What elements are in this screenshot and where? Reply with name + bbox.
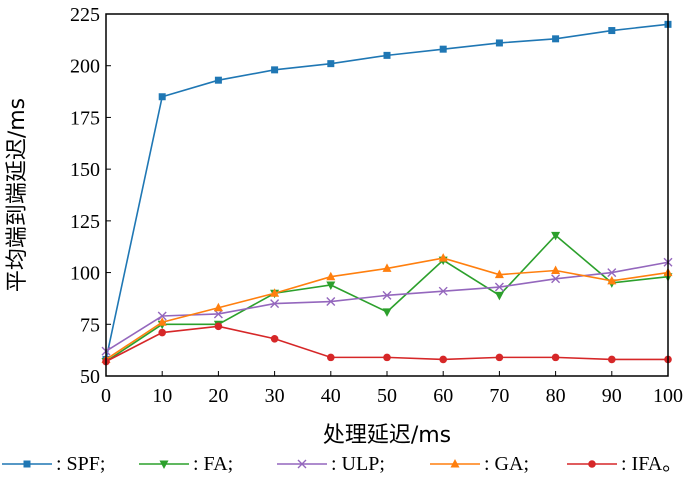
data-point-ga bbox=[270, 288, 280, 297]
x-tick-label: 100 bbox=[653, 385, 683, 407]
data-point-ifa bbox=[383, 353, 391, 362]
data-point-fa bbox=[382, 308, 392, 317]
data-point-spf bbox=[214, 76, 222, 84]
data-point-fa bbox=[494, 291, 504, 301]
data-point-ifa bbox=[158, 328, 166, 337]
data-point-ulp bbox=[157, 311, 167, 321]
series-layer bbox=[101, 20, 673, 367]
legend-item-spf: : SPF; bbox=[2, 453, 105, 475]
x-tick-label: 70 bbox=[489, 385, 509, 407]
series-ulp bbox=[101, 257, 673, 356]
data-point-ga bbox=[494, 269, 504, 279]
plot-frame bbox=[105, 13, 669, 377]
data-point-ifa bbox=[495, 353, 504, 362]
y-axis-title: 平均端到端延迟/ms bbox=[5, 98, 30, 292]
data-point-ulp bbox=[270, 299, 280, 309]
x-tick-label: 60 bbox=[433, 385, 453, 407]
data-point-spf bbox=[271, 66, 279, 74]
series-fa bbox=[101, 231, 673, 367]
data-point-ifa bbox=[214, 322, 223, 331]
data-point-ifa bbox=[439, 355, 448, 364]
legend-item-ulp: : ULP; bbox=[277, 453, 385, 475]
legend-item-ifa: : IFA。 bbox=[567, 453, 682, 475]
data-point-ga bbox=[326, 271, 336, 281]
data-point-ga bbox=[551, 265, 561, 275]
legend-item-ga: : GA; bbox=[430, 453, 529, 475]
y-tick-label: 150 bbox=[70, 159, 100, 181]
data-point-ulp bbox=[326, 297, 336, 307]
x-tick-label: 20 bbox=[208, 385, 228, 407]
legend-label: : FA; bbox=[193, 453, 233, 475]
data-point-spf bbox=[495, 39, 503, 47]
data-point-spf bbox=[439, 45, 447, 53]
data-point-fa bbox=[326, 281, 336, 290]
data-point-spf bbox=[327, 60, 335, 68]
x-tick-label: 90 bbox=[602, 385, 622, 407]
data-point-ifa bbox=[608, 355, 616, 364]
y-tick-label: 100 bbox=[70, 263, 100, 285]
legend-label: : ULP; bbox=[331, 453, 385, 475]
data-point-ga bbox=[607, 275, 617, 285]
x-tick-label: 80 bbox=[546, 385, 566, 407]
legend-swatch-marker bbox=[159, 460, 169, 469]
data-point-spf bbox=[383, 51, 391, 59]
data-point-ifa bbox=[551, 353, 560, 362]
data-point-ga bbox=[438, 253, 448, 262]
series-ga bbox=[101, 253, 673, 363]
legend-swatch-marker bbox=[23, 460, 31, 468]
x-tick-label: 0 bbox=[101, 385, 111, 407]
y-tick-label: 225 bbox=[70, 4, 100, 26]
y-tick-label: 200 bbox=[70, 56, 100, 78]
data-point-ga bbox=[382, 263, 392, 272]
data-point-ulp bbox=[382, 290, 392, 300]
data-point-ga bbox=[213, 302, 223, 312]
data-point-ulp bbox=[607, 268, 617, 278]
data-point-fa bbox=[551, 231, 561, 241]
legend-label: : IFA。 bbox=[621, 453, 682, 475]
axis-ticks: 0 10 20 30 40 50 60 70 80 90 100 50 75 100 125 150 175 20… bbox=[70, 4, 683, 407]
legend-swatch-marker bbox=[588, 460, 596, 468]
data-point-ifa bbox=[327, 353, 335, 362]
series-ifa bbox=[102, 322, 672, 366]
y-tick-label: 125 bbox=[70, 211, 100, 233]
data-point-ulp bbox=[213, 309, 223, 319]
data-point-ulp bbox=[494, 282, 504, 292]
legend-label: : SPF; bbox=[56, 453, 105, 475]
x-axis-title: 处理延迟/ms bbox=[323, 423, 451, 448]
y-tick-label: 175 bbox=[70, 107, 100, 129]
data-point-ulp bbox=[438, 286, 448, 296]
legend: : SPF; : FA; : ULP; : GA; : IFA。 bbox=[2, 453, 682, 475]
legend-swatch-marker bbox=[450, 459, 460, 468]
x-tick-label: 30 bbox=[265, 385, 285, 407]
legend-label: : GA; bbox=[484, 453, 529, 475]
data-point-ga bbox=[157, 317, 167, 326]
y-tick-label: 75 bbox=[80, 314, 100, 336]
legend-item-fa: : FA; bbox=[139, 453, 233, 475]
x-tick-label: 10 bbox=[152, 385, 172, 407]
series-line-fa bbox=[105, 234, 669, 363]
data-point-spf bbox=[158, 93, 166, 101]
legend-swatch-marker bbox=[297, 459, 307, 469]
data-point-ulp bbox=[551, 274, 561, 284]
x-tick-label: 40 bbox=[321, 385, 341, 407]
x-tick-label: 50 bbox=[377, 385, 397, 407]
data-point-ifa bbox=[270, 334, 279, 343]
data-point-spf bbox=[608, 27, 616, 35]
y-tick-label: 50 bbox=[80, 366, 100, 388]
data-point-spf bbox=[552, 35, 560, 43]
